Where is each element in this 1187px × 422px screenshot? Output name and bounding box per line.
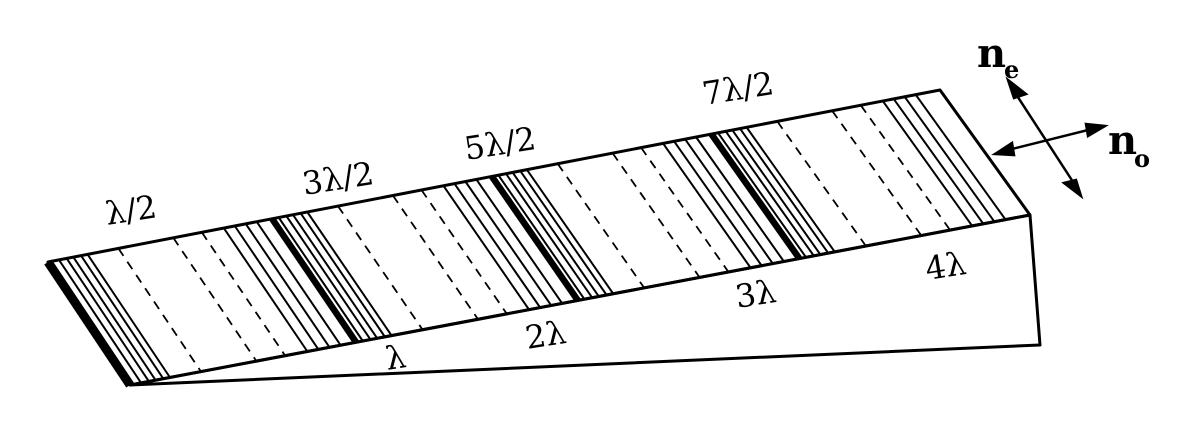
fringe-solid [292,214,379,339]
label-half-wave-5: 5λ/2 [461,119,539,168]
fringe-solid [285,215,372,341]
ordinary-axis-line [999,125,1101,154]
zero-order-fringe [44,259,134,388]
fringe-solid [65,257,150,382]
fringe-solid [453,183,541,309]
extraordinary-arrowhead-top [1005,76,1029,100]
fringe-solid [892,98,985,225]
fringe-solid [255,221,342,346]
ordinary-index-subscript: o [1134,144,1151,173]
fringe-solid [505,173,594,299]
label-half-wave-1: λ/2 [102,187,160,233]
polarization-axes [991,76,1109,200]
label-full-wave-2: 2λ [522,313,569,357]
fringe-dashed [611,152,701,278]
label-full-wave-3: 3λ [732,272,779,316]
fringe-solid [662,142,752,269]
label-full-wave-4: 4λ [922,244,969,288]
ordinary-index-symbol: n [1108,117,1138,164]
dark-order-fringe [708,132,803,261]
extraordinary-axis-line [1010,87,1079,189]
fringe-solid [306,211,393,337]
fringe-solid [673,140,763,267]
fringe-solid [86,253,171,379]
fringe-solid [442,185,530,311]
fringe-solid [881,100,974,227]
fringe-solid [511,171,600,297]
label-half-wave-3: 3λ/2 [299,154,377,203]
extraordinary-index-subscript: e [1004,55,1020,84]
fringe-dashed [640,147,730,273]
fringe-solid [745,126,836,253]
fringe-solid [519,170,608,296]
fringe-solid [526,169,615,295]
fringe-solid [299,212,386,338]
dark-order-fringe [269,216,359,345]
fringe-solid [497,174,586,300]
fringe-solid [222,227,309,353]
fringe-solid [475,178,564,304]
fringe-solid [72,256,157,381]
fringe-solid [80,255,165,380]
fringe-solid [914,94,1007,221]
fringe-solid [724,130,815,257]
fringe-solid [717,132,807,258]
fringe-solid [58,259,142,384]
label-half-wave-7: 7λ/2 [699,64,777,113]
wedge-side-face [128,213,1042,387]
fringe-dashed [117,247,202,373]
fringe-solid [739,128,830,254]
fringe-solid [233,225,320,350]
fringe-dashed [172,237,258,362]
fringe-dashed [337,205,424,331]
dark-order-fringe [489,174,581,303]
fringe-dashed [556,163,645,289]
fringe-solid [464,180,553,306]
fringe-dashed [201,231,286,357]
ordinary-arrowhead-left [991,140,1016,157]
fringe-dashed [392,194,479,320]
extraordinary-index-symbol: n [977,30,1007,77]
fringe-solid [244,223,331,348]
ordinary-arrowhead-right [1084,122,1109,138]
interference-fringes [58,94,1007,384]
fringe-solid [695,136,785,263]
fringe-solid [277,216,364,342]
fringe-dashed [420,189,508,315]
fringe-solid [903,96,996,223]
fringe-solid [684,138,774,265]
fringe-solid [731,129,822,256]
extraordinary-arrowhead-bottom [1061,178,1084,200]
